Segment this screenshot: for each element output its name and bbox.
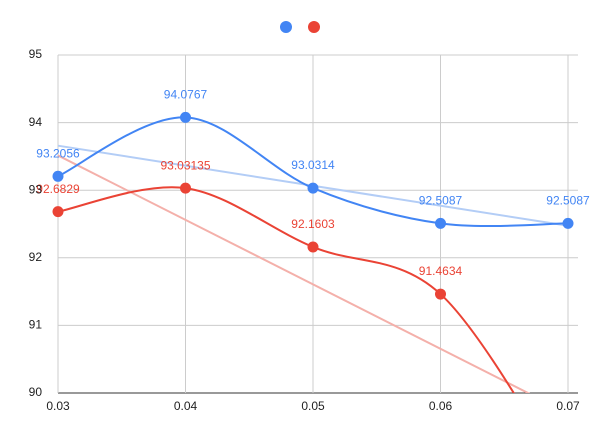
data-point xyxy=(180,182,191,194)
data-point xyxy=(435,217,446,229)
axes: 90 91 92 93 94 95 0.03 0.04 0.05 0.06 0.07 xyxy=(29,21,580,413)
data-point xyxy=(307,182,319,194)
y-tick-label: 91 xyxy=(29,318,43,332)
data-label: 93.0314 xyxy=(291,158,335,172)
data-point xyxy=(52,206,64,218)
data-point xyxy=(435,288,446,300)
data-label: 91.4634 xyxy=(419,264,463,278)
y-tick-label: 90 xyxy=(29,385,43,399)
x-tick-label: 0.07 xyxy=(556,399,580,413)
y-tick-label: 92 xyxy=(29,250,43,264)
y-tick-label: 93 xyxy=(29,182,43,196)
data-label: 94.0767 xyxy=(164,88,208,102)
data-label: 92.6829 xyxy=(36,182,80,196)
x-tick-label: 0.04 xyxy=(174,399,198,413)
y-tick-label: 95 xyxy=(29,47,43,61)
x-tick-label: 0.05 xyxy=(301,399,325,413)
data-label: 92.5087 xyxy=(546,194,590,208)
legend-marker xyxy=(280,21,292,33)
trendline xyxy=(57,154,531,393)
y-tick-label: 94 xyxy=(29,115,43,129)
data-label: 93.03135 xyxy=(160,158,210,172)
data-label: 93.2056 xyxy=(36,146,80,160)
data-point xyxy=(562,217,574,229)
x-tick-label: 0.06 xyxy=(429,399,453,413)
data-point xyxy=(52,170,64,182)
data-point xyxy=(180,111,191,123)
legend-marker xyxy=(308,21,320,33)
data-label: 92.1603 xyxy=(291,217,335,231)
data-point xyxy=(307,241,319,253)
plot-area: 93.2056 94.0767 93.0314 92.5087 92.5087 92.68… xyxy=(36,88,590,393)
x-tick-label: 0.03 xyxy=(46,399,70,413)
data-label: 92.5087 xyxy=(419,194,463,208)
series-line xyxy=(57,186,516,393)
